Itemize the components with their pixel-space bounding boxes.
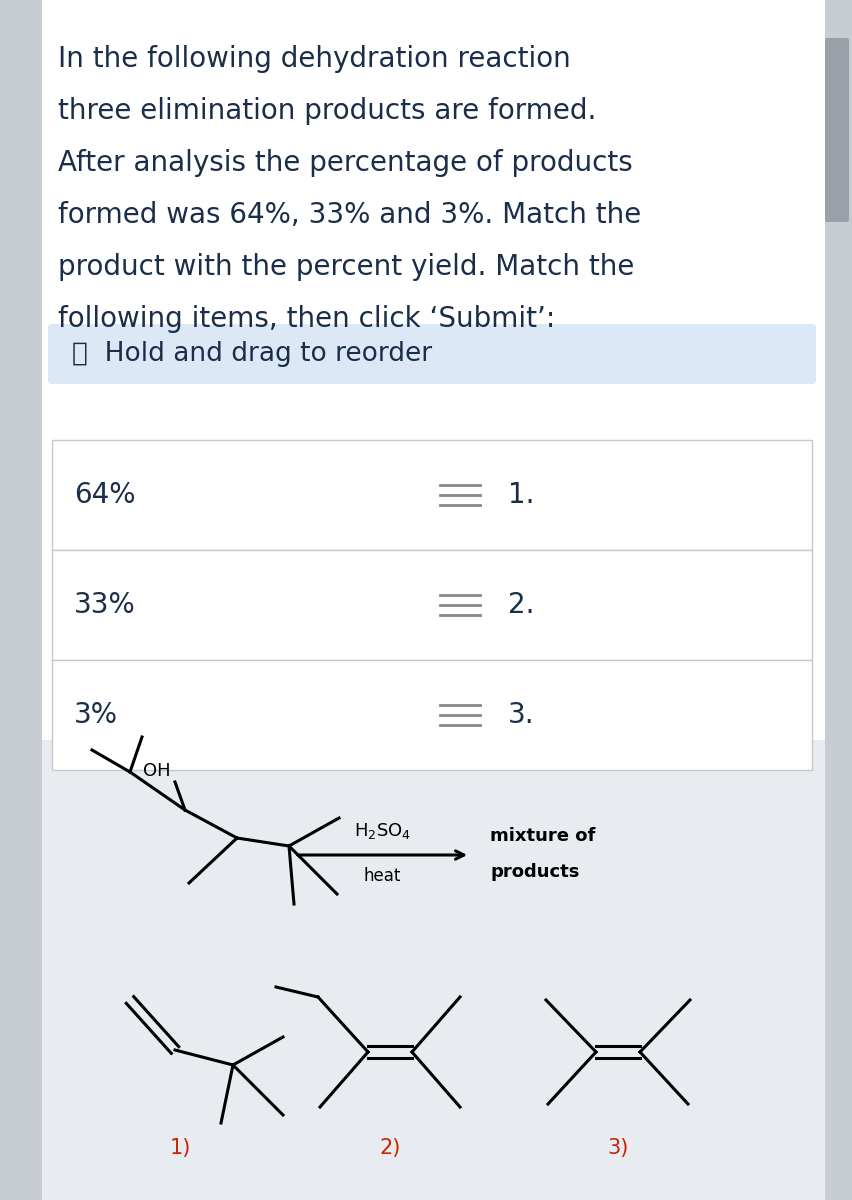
Text: 2.: 2. bbox=[508, 590, 534, 619]
Bar bbox=[52, 550, 812, 660]
FancyBboxPatch shape bbox=[48, 324, 816, 384]
Text: following items, then click ‘Submit’:: following items, then click ‘Submit’: bbox=[58, 305, 556, 332]
Text: 2): 2) bbox=[379, 1138, 400, 1158]
Text: mixture of: mixture of bbox=[490, 827, 596, 845]
Text: 1.: 1. bbox=[508, 481, 534, 509]
Bar bbox=[52, 660, 812, 770]
Text: 3.: 3. bbox=[508, 701, 534, 728]
Text: 3): 3) bbox=[607, 1138, 629, 1158]
Text: 64%: 64% bbox=[74, 481, 135, 509]
Text: ⓘ  Hold and drag to reorder: ⓘ Hold and drag to reorder bbox=[72, 341, 432, 367]
Text: In the following dehydration reaction: In the following dehydration reaction bbox=[58, 44, 571, 73]
Text: 3%: 3% bbox=[74, 701, 118, 728]
Bar bbox=[42, 740, 825, 1200]
Text: products: products bbox=[490, 863, 579, 881]
Text: 33%: 33% bbox=[74, 590, 135, 619]
Bar bbox=[52, 440, 812, 550]
Text: After analysis the percentage of products: After analysis the percentage of product… bbox=[58, 149, 633, 176]
Text: formed was 64%, 33% and 3%. Match the: formed was 64%, 33% and 3%. Match the bbox=[58, 200, 642, 229]
Bar bbox=[0, 0, 42, 1200]
Text: heat: heat bbox=[364, 866, 401, 886]
Text: H$_2$SO$_4$: H$_2$SO$_4$ bbox=[354, 821, 412, 841]
Text: 1): 1) bbox=[170, 1138, 191, 1158]
FancyBboxPatch shape bbox=[825, 38, 849, 222]
Text: product with the percent yield. Match the: product with the percent yield. Match th… bbox=[58, 253, 635, 281]
Bar bbox=[825, 0, 852, 1200]
Text: OH: OH bbox=[143, 762, 170, 780]
Text: three elimination products are formed.: three elimination products are formed. bbox=[58, 97, 596, 125]
